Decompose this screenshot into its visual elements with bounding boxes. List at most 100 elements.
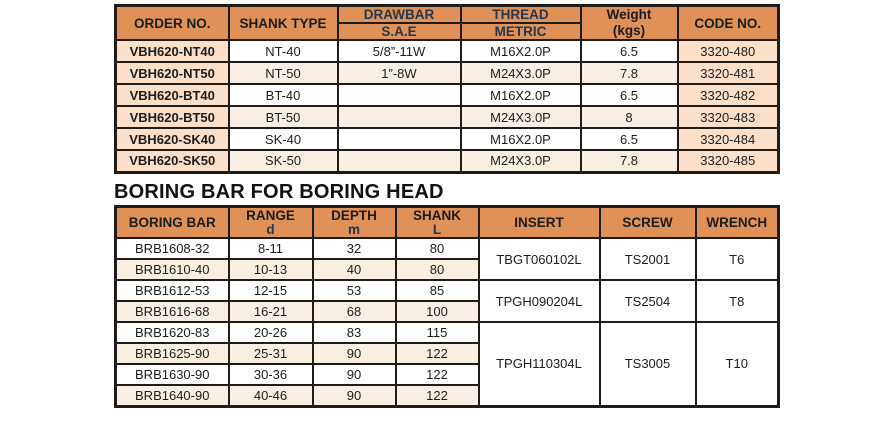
cell-depth: 90 [311,342,397,365]
table-header-subrow: S.A.E METRIC [116,22,779,41]
table-row: VBH620-BT50 BT-50 M24X3.0P 8 3320-483 [114,105,780,129]
cell-boring-bar: BRB1612-53 [114,279,230,302]
section-title: BORING BAR FOR BORING HEAD [114,181,444,203]
cell-drawbar-sae [336,83,462,107]
table-row: VBH620-SK50 SK-50 M24X3.0P 7.8 3320-485 [114,149,780,173]
table-row: BRB1612-53 12-15 53 85 TPGH090204L TS250… [114,279,780,323]
cell-shank-type: NT-40 [227,39,339,63]
cell-depth: 83 [311,321,397,344]
header-depth-label: DEPTH [331,208,377,223]
order-table: ORDER NO. SHANK TYPE DRAWBAR THREAD Weig… [114,4,780,174]
header-code-no: CODE NO. [676,4,780,41]
header-shank-label: SHANK [412,208,461,223]
cell-code-no: 3320-484 [676,127,780,151]
cell-boring-bar: BRB1625-90 [114,342,230,365]
header-shank: SHANK L [394,205,480,239]
table-header-row: BORING BAR RANGE d DEPTH m SHANK L INSER… [114,205,780,239]
header-boring-bar: BORING BAR [114,205,230,239]
header-range: RANGE d [227,205,314,239]
cell-weight: 7.8 [579,61,679,85]
cell-weight: 7.8 [579,149,679,173]
cell-depth: 32 [311,237,397,260]
cell-screw: TS3005 [598,321,697,407]
table-header-row: ORDER NO. SHANK TYPE DRAWBAR THREAD Weig… [114,4,780,41]
cell-wrench: T8 [694,279,780,323]
cell-code-no: 3320-483 [676,105,780,129]
cell-code-no: 3320-481 [676,61,780,85]
cell-order-no: VBH620-NT40 [114,39,230,63]
cell-weight: 6.5 [579,39,679,63]
table-row: BRB1625-90 25-31 90 122 [114,342,779,365]
cell-shank-type: BT-40 [227,83,339,107]
header-depth: DEPTH m [311,205,397,239]
table-row: VBH620-BT40 BT-40 M16X2.0P 6.5 3320-482 [114,83,780,107]
cell-boring-bar: BRB1616-68 [114,300,230,323]
table-row: BRB1616-68 16-21 68 100 [114,300,779,323]
cell-thread-metric: M24X3.0P [459,105,582,129]
header-weight-line2: (kgs) [612,23,646,38]
table-row: BRB1610-40 10-13 40 80 [114,258,779,281]
header-sae: S.A.E [336,22,462,41]
cell-thread-metric: M16X2.0P [459,39,582,63]
header-order-no: ORDER NO. [114,4,230,41]
cell-shank-type: SK-40 [227,127,339,151]
header-depth-sub: m [347,222,360,237]
header-drawbar: DRAWBAR [336,4,462,24]
header-insert: INSERT [477,205,601,239]
cell-shank-type: NT-50 [227,61,339,85]
table-row: VBH620-NT50 NT-50 1”-8W M24X3.0P 7.8 332… [114,61,780,85]
cell-thread-metric: M24X3.0P [459,149,582,173]
cell-depth: 40 [311,258,397,281]
header-weight-line1: Weight [606,7,652,22]
header-weight: Weight (kgs) [579,4,679,41]
cell-range: 8-11 [227,237,314,260]
cell-shank: 85 [394,279,480,302]
cell-shank: 115 [394,321,480,344]
header-shank-sub: L [432,222,442,237]
cell-screw: TS2001 [598,237,697,281]
table-row: BRB1630-90 30-36 90 122 [114,363,779,386]
cell-range: 30-36 [227,363,314,386]
cell-thread-metric: M16X2.0P [459,127,582,151]
header-metric: METRIC [459,22,582,41]
cell-weight: 8 [579,105,679,129]
header-range-label: RANGE [246,208,295,223]
cell-boring-bar: BRB1640-90 [114,384,230,407]
cell-depth: 90 [311,363,397,386]
cell-thread-metric: M24X3.0P [459,61,582,85]
cell-shank-type: SK-50 [227,149,339,173]
cell-shank: 80 [394,258,480,281]
cell-shank: 122 [394,342,480,365]
cell-shank: 122 [394,363,480,386]
cell-drawbar-sae [336,149,462,173]
cell-shank: 80 [394,237,480,260]
cell-wrench: T6 [694,237,780,281]
table-row: VBH620-SK40 SK-40 M16X2.0P 6.5 3320-484 [114,127,780,151]
cell-drawbar-sae: 5/8”-11W [336,39,462,63]
cell-range: 10-13 [227,258,314,281]
cell-drawbar-sae [336,127,462,151]
cell-code-no: 3320-480 [676,39,780,63]
cell-insert: TPGH090204L [477,279,601,323]
cell-drawbar-sae [336,105,462,129]
cell-shank: 100 [394,300,480,323]
cell-order-no: VBH620-BT50 [114,105,230,129]
order-table-header: ORDER NO. SHANK TYPE DRAWBAR THREAD Weig… [114,4,780,41]
cell-order-no: VBH620-BT40 [114,83,230,107]
cell-range: 40-46 [227,384,314,407]
cell-shank: 122 [394,384,480,407]
cell-depth: 68 [311,300,397,323]
header-thread: THREAD [459,4,582,24]
cell-range: 12-15 [227,279,314,302]
cell-range: 16-21 [227,300,314,323]
cell-wrench: T10 [694,321,780,407]
cell-code-no: 3320-485 [676,149,780,173]
cell-thread-metric: M16X2.0P [459,83,582,107]
header-shank-type: SHANK TYPE [227,4,339,41]
boring-bar-table: BORING BAR RANGE d DEPTH m SHANK L INSER… [114,205,780,408]
cell-depth: 90 [311,384,397,407]
cell-order-no: VBH620-SK40 [114,127,230,151]
cell-screw: TS2504 [598,279,697,323]
cell-range: 25-31 [227,342,314,365]
